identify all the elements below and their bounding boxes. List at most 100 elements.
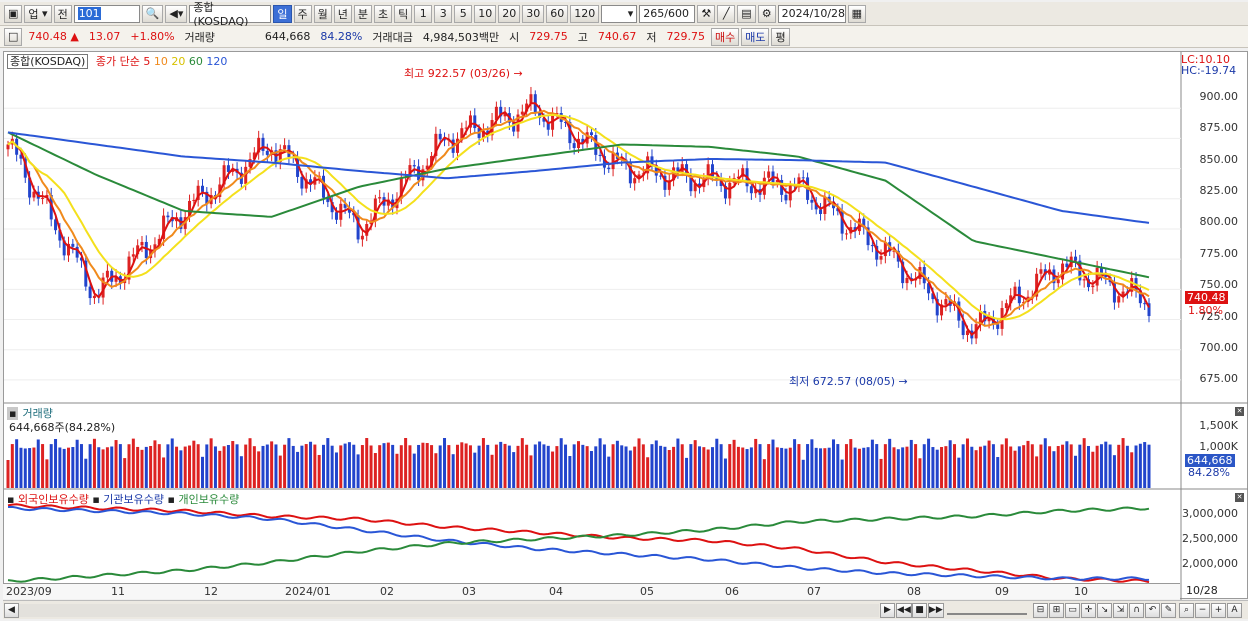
tools-icon[interactable]: ⚒ — [697, 4, 716, 23]
interval-custom-input[interactable]: ▾ — [601, 4, 638, 23]
volume-pane-close-icon[interactable]: ✕ — [1235, 407, 1244, 416]
zoom-out-icon[interactable]: − — [1195, 602, 1210, 618]
sell-button[interactable]: 매도 — [741, 27, 770, 46]
date-input[interactable]: 2024/10/28 — [777, 4, 846, 23]
tab-year[interactable]: 년 — [333, 4, 352, 23]
volume-bar — [551, 451, 555, 488]
sound-icon[interactable]: ◀▾ — [165, 4, 188, 23]
chart-area[interactable]: 종합(KOSDAQ) 종가 단순 5 10 20 60 120 LC:10.10… — [3, 51, 1248, 600]
interval-3[interactable]: 3 — [434, 4, 453, 23]
window-icon[interactable]: ▭ — [1065, 602, 1080, 618]
volume-bar — [715, 438, 719, 488]
split-icon[interactable]: ⊞ — [1049, 602, 1064, 618]
volume-bar — [54, 439, 58, 488]
scale-icon[interactable]: A — [1227, 602, 1242, 618]
eval-button[interactable]: 평 — [771, 27, 790, 46]
search-icon[interactable]: 🔍 — [141, 4, 164, 23]
tab-week[interactable]: 주 — [293, 4, 312, 23]
candle-body — [1099, 267, 1103, 275]
fit-icon[interactable]: ⇲ — [1113, 602, 1128, 618]
tab-day[interactable]: 일 — [273, 4, 292, 23]
candle-body — [801, 177, 805, 179]
volume-bar — [391, 444, 395, 488]
volume-bar — [823, 448, 827, 488]
candle-body — [1104, 274, 1108, 278]
expand-icon[interactable]: □ — [4, 27, 23, 46]
volume-bar — [793, 439, 797, 488]
holdings-pane-close-icon[interactable]: ✕ — [1235, 493, 1244, 502]
buy-button[interactable]: 매수 — [710, 27, 740, 46]
calendar-icon[interactable]: ▦ — [847, 4, 867, 23]
candle-body — [347, 207, 351, 213]
volume-bar — [183, 446, 187, 488]
volume-bar — [92, 438, 96, 488]
rewind-icon[interactable]: ◀◀ — [896, 602, 912, 618]
candle-body — [1009, 295, 1013, 304]
count-input[interactable]: 265/600 — [639, 4, 696, 23]
tab-minute[interactable]: 분 — [353, 4, 372, 23]
candle-body — [226, 165, 230, 172]
interval-20[interactable]: 20 — [498, 4, 521, 23]
volume-bar — [218, 450, 222, 488]
save-icon[interactable]: ▤ — [737, 4, 756, 23]
holdings-toggle-icon[interactable]: ▪ — [167, 493, 175, 506]
tab-tick[interactable]: 틱 — [394, 4, 413, 23]
trend-icon[interactable]: ↘ — [1097, 602, 1112, 618]
tab-second[interactable]: 초 — [374, 4, 393, 23]
time-label: 2024/01 — [285, 585, 331, 598]
holdings-toggle-icon[interactable]: ▪ — [92, 493, 100, 506]
volume-bar — [654, 440, 658, 488]
draw-icon[interactable]: ╱ — [717, 4, 736, 23]
candle-body — [503, 113, 507, 117]
candle-body — [754, 189, 758, 194]
gear-icon[interactable]: ⚙ — [757, 4, 776, 23]
interval-5[interactable]: 5 — [454, 4, 473, 23]
zoom-in-icon[interactable]: + — [1211, 602, 1226, 618]
candle-body — [784, 194, 788, 201]
code-input[interactable]: 101 — [73, 4, 140, 23]
market-select[interactable]: 업 ▾ — [24, 4, 52, 23]
scroll-left-icon[interactable]: ◀ — [4, 602, 19, 618]
chart-menu-icon[interactable]: ▣ — [4, 4, 23, 23]
legend-index-name[interactable]: 종합(KOSDAQ) — [7, 54, 89, 69]
volume-bar — [538, 441, 542, 488]
volume-bar — [205, 444, 209, 488]
stop-icon[interactable]: ■ — [912, 602, 927, 618]
chart-canvas[interactable] — [4, 52, 1248, 600]
prev-button[interactable]: 전 — [53, 4, 72, 23]
tool-icon[interactable]: ✎ — [1161, 602, 1176, 618]
play-icon[interactable]: ▶ — [880, 602, 895, 618]
volume-bar — [196, 444, 200, 488]
y-tick: 675.00 — [1199, 372, 1239, 385]
forward-icon[interactable]: ▶▶ — [928, 602, 944, 618]
volume-bar — [127, 444, 131, 488]
volume-bar — [637, 438, 641, 488]
interval-60[interactable]: 60 — [546, 4, 569, 23]
candle-body — [633, 178, 637, 184]
candle-body — [814, 202, 818, 210]
magnet-icon[interactable]: ∩ — [1129, 602, 1144, 618]
candle-body — [6, 144, 10, 150]
interval-1[interactable]: 1 — [414, 4, 433, 23]
undo-icon[interactable]: ↶ — [1145, 602, 1160, 618]
zoom-slider[interactable] — [947, 605, 1027, 615]
volume-bar — [41, 444, 45, 488]
candle-body — [1039, 269, 1043, 274]
volume-bar — [404, 438, 408, 488]
crosshair-icon[interactable]: ✛ — [1081, 602, 1096, 618]
volume-bar — [698, 446, 702, 488]
scroll-track[interactable] — [19, 603, 879, 617]
candle-body — [741, 168, 745, 177]
interval-10[interactable]: 10 — [474, 4, 497, 23]
volume-bar — [559, 438, 563, 488]
volume-bar — [235, 444, 239, 488]
layout-icon[interactable]: ⊟ — [1033, 602, 1048, 618]
holdings-toggle-icon[interactable]: ▪ — [7, 493, 15, 506]
volume-pane-toggle-icon[interactable]: ▪ — [7, 407, 19, 420]
search-zoom-icon[interactable]: ⌕ — [1179, 602, 1194, 618]
volume-bar — [1022, 445, 1026, 488]
volume-bar — [19, 447, 23, 488]
tab-month[interactable]: 월 — [313, 4, 332, 23]
interval-120[interactable]: 120 — [570, 4, 600, 23]
interval-30[interactable]: 30 — [522, 4, 545, 23]
